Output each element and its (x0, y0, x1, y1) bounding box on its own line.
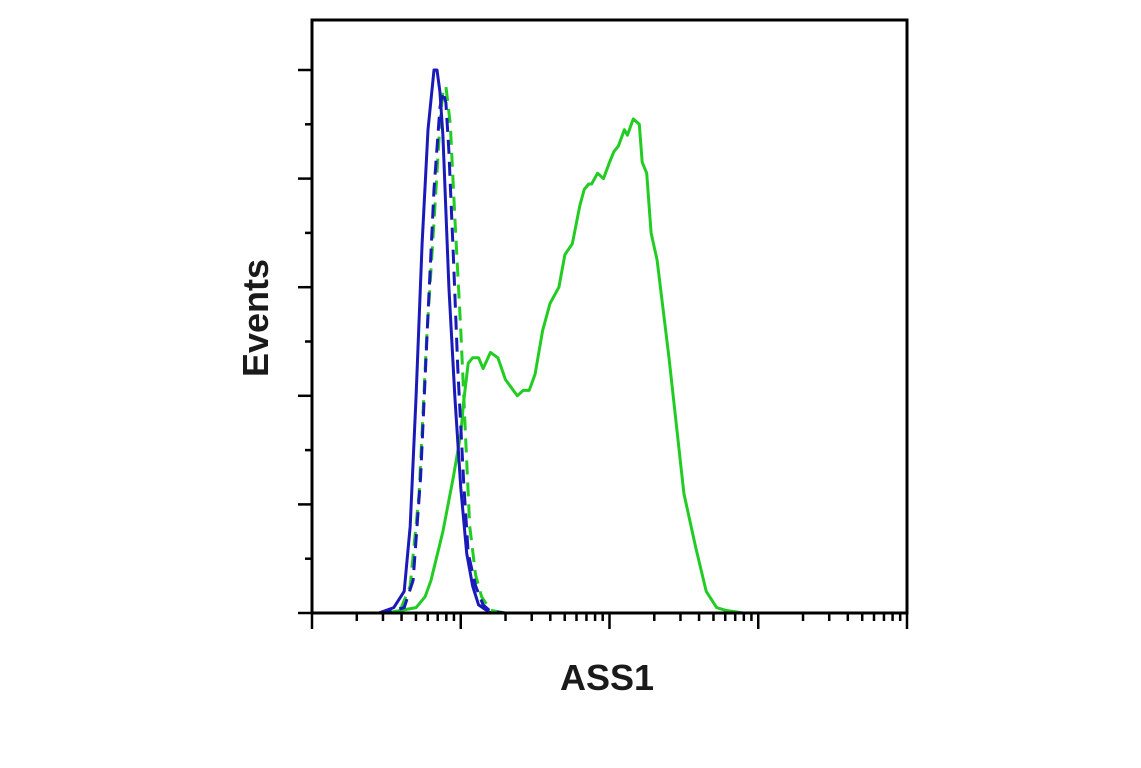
plot-frame (310, 18, 909, 615)
histogram-line-1 (312, 117, 907, 615)
x-axis-label: ASS1 (560, 657, 654, 698)
axis-ticks (298, 68, 909, 629)
y-axis-label: Events (235, 259, 276, 377)
histogram-line-4 (312, 68, 907, 615)
histogram-series (312, 68, 907, 615)
histogram-line-3 (312, 90, 907, 615)
